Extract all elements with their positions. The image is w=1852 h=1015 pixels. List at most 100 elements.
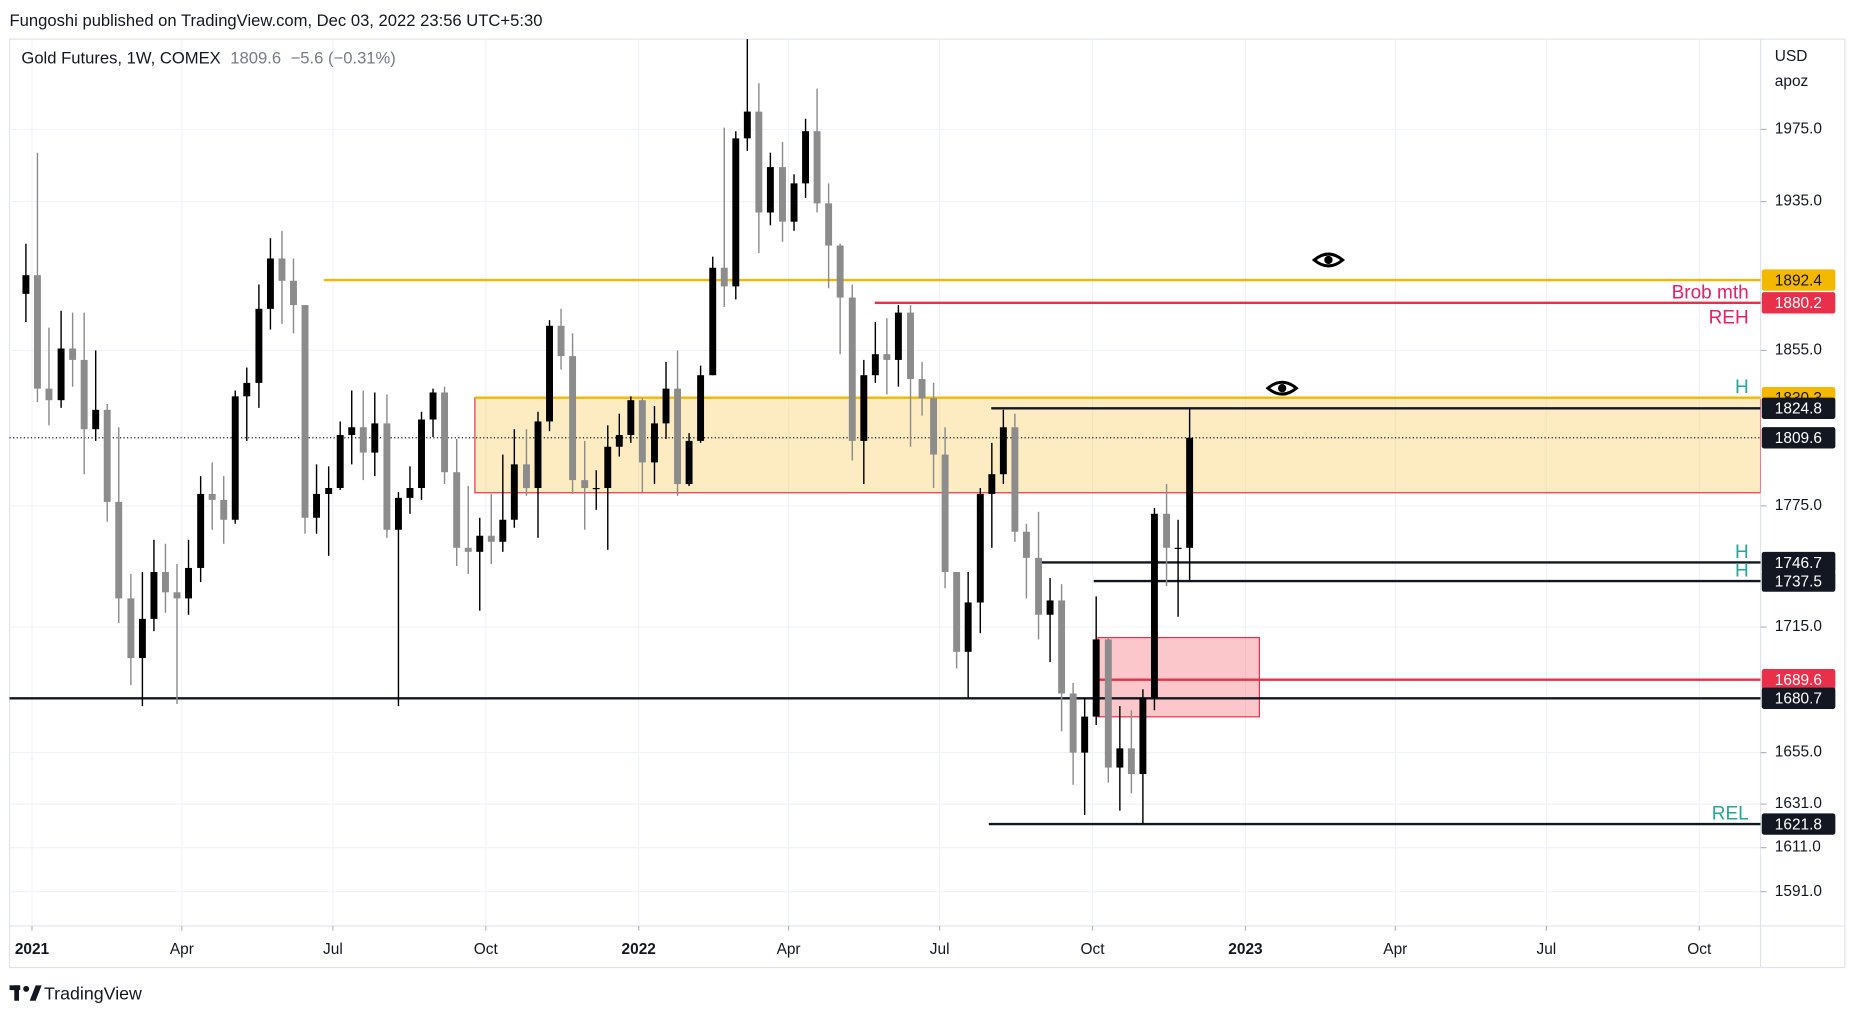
candle-body [301,305,309,518]
price-tag [1761,570,1836,592]
candle-body [173,592,181,599]
x-tick-label: Oct [1687,941,1712,958]
candle-body [22,275,30,294]
candle-body [33,275,41,389]
price-tag [1761,427,1836,449]
candle-body [510,464,518,520]
candle-body [720,267,728,287]
eye-icon [1311,252,1346,268]
x-tick-label: Oct [474,941,499,958]
candle-body [976,493,984,603]
candle-body [1035,557,1043,615]
eye-icon [1265,380,1299,396]
candle-body [638,400,646,463]
candle-body [604,446,612,489]
candle-body [918,379,926,399]
candle-body [1186,437,1194,548]
candle-body [1046,600,1054,615]
candle-body [894,312,902,360]
candle-body [464,547,472,552]
candle-body [290,280,297,306]
candle-body [278,258,286,281]
candle-body [999,427,1007,475]
price-tag [1761,397,1836,419]
legend: Gold Futures, 1W, COMEX 1809.6 −5.6 (−0.31… [21,49,395,68]
candle-body [1058,600,1066,694]
candle-body [45,388,53,401]
x-tick-label: 2022 [622,941,656,958]
candle-body [1092,639,1100,717]
candle-body [557,325,565,357]
candle-body [80,359,88,430]
x-tick-label: Apr [170,941,194,958]
grid [9,39,1761,926]
candle-body [546,325,553,422]
price-tag-label: 1892.4 [1775,272,1823,289]
x-tick-label: 2021 [15,941,50,958]
price-tag [1761,292,1836,314]
x-tick-label: Apr [777,941,801,958]
currency-label: USD [1775,48,1808,65]
y-tick-label: 1715.0 [1775,618,1822,635]
x-tick-label: Apr [1383,941,1407,958]
candle-body [1116,748,1124,768]
price-tag [1761,269,1836,291]
candle-body [651,423,658,463]
candle-body [592,488,600,490]
candle-body [394,497,402,530]
candle-body [429,392,437,420]
level-note: H [1735,377,1749,398]
brand-name: TradingView [44,984,142,1004]
price-tag-label: 1880.2 [1775,295,1822,312]
candle-body [1011,427,1019,532]
candle-body [1104,639,1112,768]
candle-body [883,354,891,360]
candle-body [766,167,774,213]
x-tick-label: Jul [1537,941,1557,958]
legend-last: 1809.6 [230,49,281,68]
y-tick-label: 1935.0 [1775,193,1822,210]
candle-body [476,535,484,552]
level-note: Brob mth [1672,282,1749,303]
candle-body [732,138,740,287]
candle-body [69,348,77,360]
zone [1097,636,1260,718]
candle-body [1150,513,1158,698]
price-tag [1761,551,1836,574]
unit-label: apoz [1775,73,1808,90]
level-note: H [1735,542,1749,563]
candle-body [779,167,786,222]
price-tag-label: 1621.8 [1775,816,1822,833]
candle-body [581,480,589,489]
candle-body [243,382,251,397]
candle-body [627,400,635,436]
legend-symbol: Gold Futures, 1W, COMEX [21,49,220,68]
candle-body [907,312,914,380]
level-note: H [1735,561,1749,582]
candle-body [406,488,414,498]
candle-body [231,396,239,520]
candle-body [848,297,856,441]
x-tick-label: 2023 [1228,941,1263,958]
candle-body [615,435,623,447]
y-tick-label: 1855.0 [1775,341,1822,358]
candle-body [92,409,100,430]
price-tag-label: 1809.6 [1775,430,1822,447]
candle-body [871,354,879,376]
candle-body [313,493,320,518]
candle-body [487,535,495,542]
candles [22,39,1194,824]
price-tag [1761,668,1836,691]
x-tick-label: Jul [323,941,343,958]
candle-body [1127,748,1135,774]
candle-body [941,454,949,572]
candle-body [1139,697,1147,774]
candle-body [359,427,367,453]
price-tag-label: 1737.5 [1775,573,1822,590]
candle-body [138,618,146,659]
y-tick-label: 1775.0 [1775,497,1822,514]
y-tick-label: 1631.0 [1775,795,1822,812]
